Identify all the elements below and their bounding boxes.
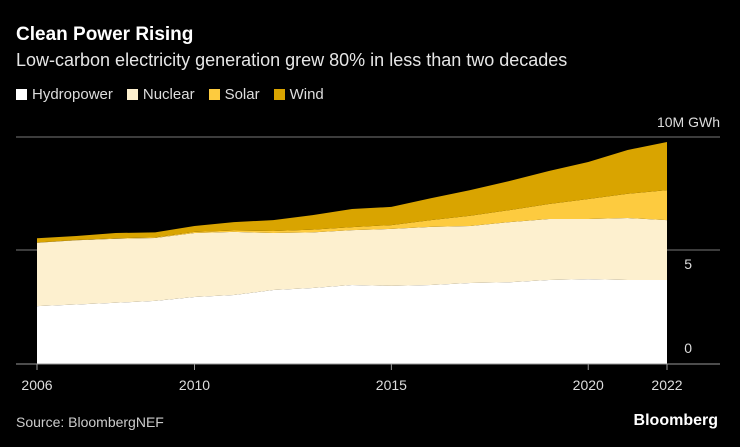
bloomberg-logo: Bloomberg	[633, 412, 718, 429]
area-solar	[37, 190, 667, 243]
legend-item-solar: Solar	[208, 86, 260, 103]
legend: Hydropower Nuclear Solar Wind	[16, 86, 324, 103]
y-tick-label-0: 0	[684, 340, 692, 356]
x-tick-label: 2020	[573, 377, 604, 393]
legend-swatch	[208, 89, 220, 100]
area-wind	[37, 141, 667, 243]
legend-item-nuclear: Nuclear	[126, 86, 195, 103]
legend-swatch	[273, 89, 285, 100]
legend-label: Wind	[289, 86, 324, 103]
x-tick-label: 2010	[179, 377, 210, 393]
legend-swatch	[126, 89, 138, 100]
x-tick-label: 2022	[651, 377, 682, 393]
source-note: Source: BloombergNEF	[16, 414, 164, 430]
legend-label: Nuclear	[142, 86, 195, 103]
chart-subtitle: Low-carbon electricity generation grew 8…	[16, 50, 568, 70]
x-tick-label: 2015	[376, 377, 407, 393]
area-hydropower	[37, 279, 667, 364]
y-tick-label-5: 5	[684, 256, 692, 272]
legend-swatch	[16, 89, 27, 100]
area-nuclear	[37, 218, 667, 307]
legend-item-hydropower: Hydropower	[16, 86, 113, 103]
x-tick-label: 2006	[21, 377, 52, 393]
legend-label: Hydropower	[32, 86, 113, 103]
legend-item-wind: Wind	[273, 86, 324, 103]
legend-label: Solar	[224, 86, 260, 103]
unit-label: 10M GWh	[657, 114, 720, 130]
chart-title: Clean Power Rising	[16, 24, 194, 45]
